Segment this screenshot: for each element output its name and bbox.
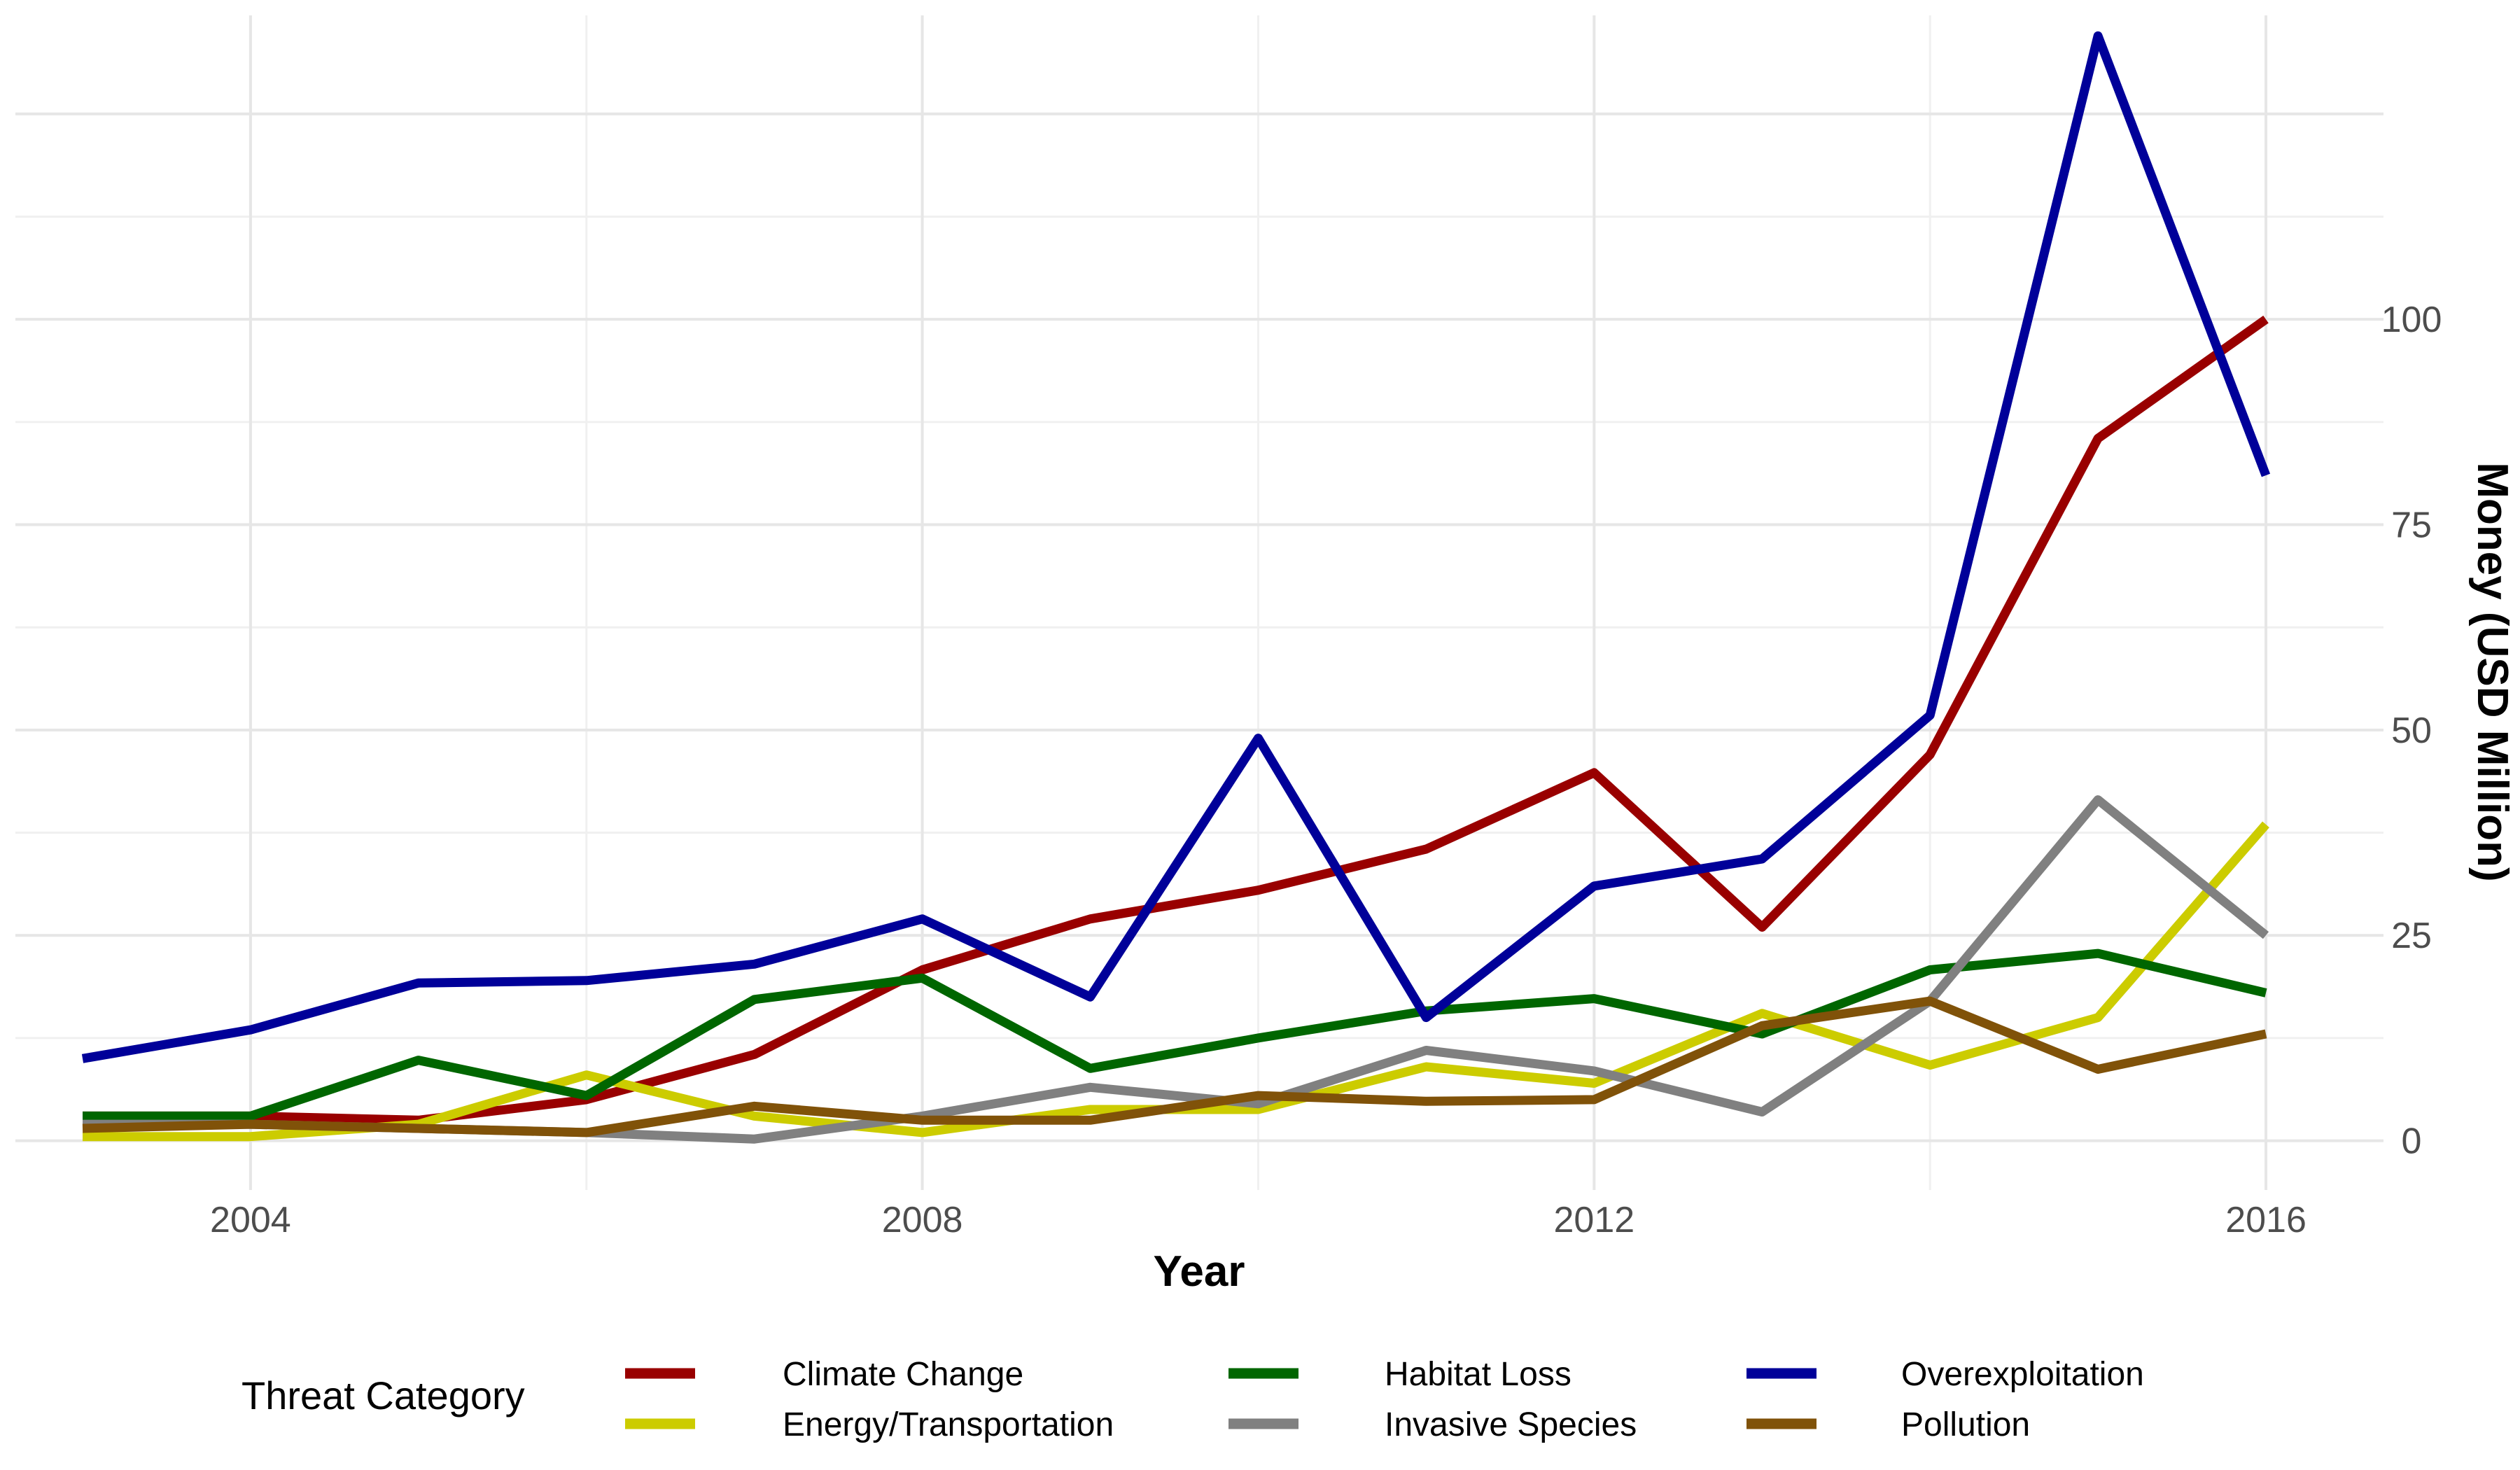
y-tick-label: 100: [2381, 300, 2442, 340]
x-axis-ticks: 2004 2008 2012 2016: [210, 1200, 2306, 1240]
legend: Threat Category Climate Change Energy/Tra…: [241, 1356, 2144, 1443]
series-line-habitat-loss: [83, 948, 2267, 1121]
series-lines: [81, 31, 2271, 1144]
series-line-pollution: [82, 996, 2267, 1138]
y-axis-title: Money (USD Million): [2468, 462, 2516, 881]
x-tick-label: 2016: [2225, 1200, 2306, 1240]
legend-label-overexploitation: Overexploitation: [1901, 1356, 2144, 1393]
x-axis-title: Year: [1153, 1247, 1245, 1296]
legend-items: Climate Change Energy/Transportation Habit…: [625, 1356, 2144, 1443]
legend-label-invasive-species: Invasive Species: [1385, 1406, 1637, 1443]
legend-label-pollution: Pollution: [1901, 1406, 2030, 1443]
minor-gridlines: [15, 15, 2384, 1190]
legend-label-climate-change: Climate Change: [783, 1356, 1023, 1393]
legend-title: Threat Category: [241, 1373, 525, 1418]
y-tick-label: 75: [2391, 505, 2432, 546]
y-tick-label: 50: [2391, 710, 2432, 751]
y-tick-label: 0: [2402, 1121, 2422, 1162]
y-tick-label: 25: [2391, 916, 2432, 956]
x-tick-label: 2008: [882, 1200, 963, 1240]
major-gridlines: [15, 15, 2384, 1190]
x-tick-label: 2004: [210, 1200, 291, 1240]
legend-label-habitat-loss: Habitat Loss: [1385, 1356, 1572, 1393]
x-tick-label: 2012: [1553, 1200, 1634, 1240]
series-line-overexploitation: [81, 31, 2271, 1063]
legend-label-energy-transportation: Energy/Transportation: [783, 1406, 1114, 1443]
y-axis-ticks: 0 25 50 75 100: [2381, 300, 2442, 1161]
